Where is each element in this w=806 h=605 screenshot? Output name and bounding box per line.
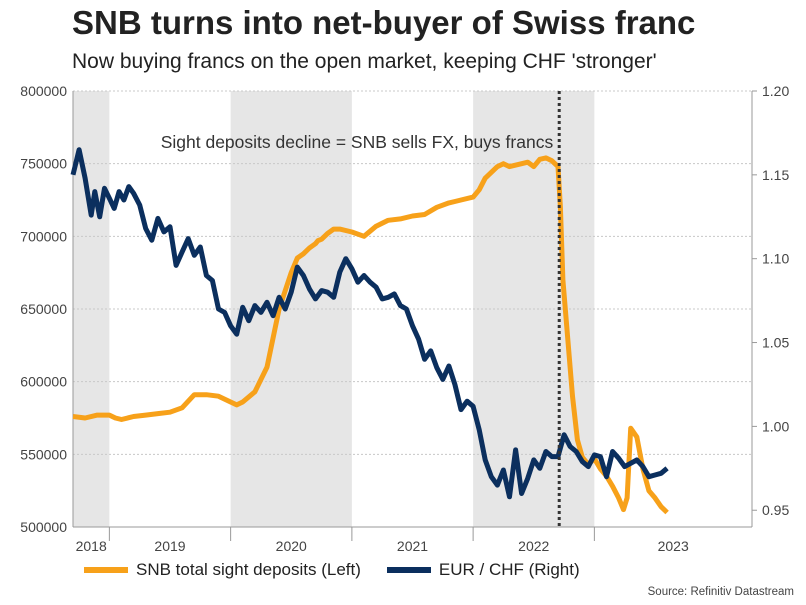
source-note: Source: Refinitiv Datastream bbox=[647, 586, 794, 598]
legend-label-eurchf: EUR / CHF (Right) bbox=[438, 560, 580, 579]
legend: SNB total sight deposits (Left) EUR / CH… bbox=[84, 560, 606, 580]
left-axis-ticks: 500000 550000 600000 650000 700000 750000 8000… bbox=[20, 83, 67, 535]
right-tick-label-4: 1.15 bbox=[762, 167, 789, 183]
series-line-eur-chf bbox=[70, 147, 669, 500]
right-tick-label-0: 0.95 bbox=[762, 502, 789, 518]
x-tick-label-0: 2018 bbox=[76, 538, 107, 554]
left-tick-label-6: 800000 bbox=[20, 83, 67, 99]
gridlines bbox=[73, 90, 752, 528]
x-tick-label-1: 2019 bbox=[154, 538, 185, 554]
chart-subtitle: Now buying francs on the open market, ke… bbox=[72, 50, 657, 73]
right-tick-label-2: 1.05 bbox=[762, 335, 789, 351]
legend-label-deposits: SNB total sight deposits (Left) bbox=[136, 560, 361, 579]
left-tick-label-0: 500000 bbox=[20, 519, 67, 535]
left-tick-label-5: 750000 bbox=[20, 156, 67, 172]
shade-band-0 bbox=[73, 91, 110, 527]
x-tick-label-3: 2021 bbox=[397, 538, 428, 554]
axes bbox=[72, 91, 753, 528]
right-tick-label-5: 1.20 bbox=[762, 83, 789, 99]
right-tick-label-1: 1.00 bbox=[762, 418, 789, 434]
chart-annotation: Sight deposits decline = SNB sells FX, b… bbox=[161, 132, 554, 152]
x-tick-label-4: 2022 bbox=[518, 538, 549, 554]
x-axis-ticks: 2018 2019 2020 2021 2022 2023 bbox=[76, 527, 689, 554]
legend-swatch-deposits bbox=[84, 567, 128, 573]
x-tick-label-2: 2020 bbox=[276, 538, 307, 554]
legend-item-eurchf: EUR / CHF (Right) bbox=[386, 560, 580, 580]
left-tick-label-2: 600000 bbox=[20, 374, 67, 390]
legend-item-deposits: SNB total sight deposits (Left) bbox=[84, 560, 361, 580]
legend-swatch-eurchf bbox=[386, 567, 431, 573]
series-line-sight-deposits bbox=[72, 155, 669, 515]
chart-title: SNB turns into net-buyer of Swiss franc bbox=[72, 4, 696, 41]
left-tick-label-4: 700000 bbox=[20, 228, 67, 244]
left-tick-label-3: 650000 bbox=[20, 301, 67, 317]
left-tick-label-1: 550000 bbox=[20, 446, 67, 462]
right-tick-label-3: 1.10 bbox=[762, 251, 789, 267]
right-axis-ticks: 0.95 1.00 1.05 1.10 1.15 1.20 bbox=[752, 83, 789, 518]
x-tick-label-5: 2023 bbox=[658, 538, 689, 554]
